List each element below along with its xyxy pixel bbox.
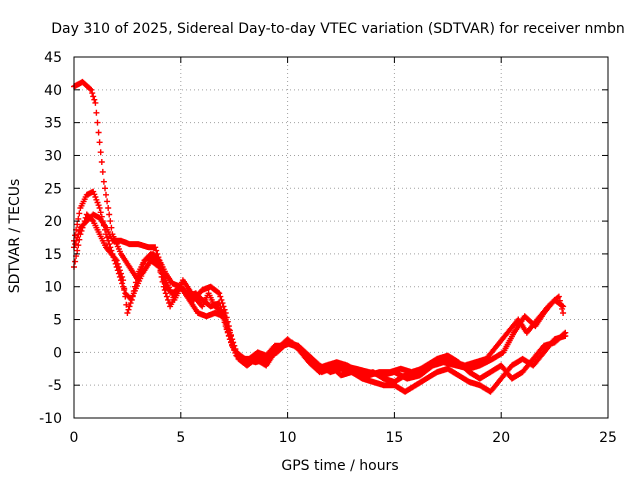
x-tick-label: 15 <box>385 430 403 446</box>
y-tick-label: 10 <box>44 280 62 296</box>
axis-ticks: 0 5 10 15 20 25 -10 -5 0 5 10 15 20 25 30 35 40 45 <box>39 50 617 446</box>
y-tick-label: 15 <box>44 247 62 263</box>
y-tick-label: 45 <box>44 50 62 66</box>
y-tick-label: 5 <box>53 313 62 329</box>
y-tick-label: 30 <box>44 148 62 164</box>
x-axis-label: GPS time / hours <box>281 458 398 474</box>
y-tick-label: 40 <box>44 83 62 99</box>
y-tick-label: -10 <box>39 411 62 427</box>
y-tick-label: 35 <box>44 116 62 132</box>
y-tick-label: 0 <box>53 345 62 361</box>
x-tick-label: 20 <box>492 430 510 446</box>
x-tick-label: 10 <box>279 430 297 446</box>
y-axis-label: SDTVAR / TECUs <box>7 179 23 294</box>
plot-border <box>73 56 609 419</box>
chart-title: Day 310 of 2025, Sidereal Day-to-day VTE… <box>51 21 625 37</box>
y-tick-label: -5 <box>48 378 62 394</box>
y-tick-label: 25 <box>44 181 62 197</box>
x-tick-label: 25 <box>599 430 617 446</box>
y-tick-label: 20 <box>44 214 62 230</box>
x-tick-label: 5 <box>176 430 185 446</box>
x-tick-label: 0 <box>70 430 79 446</box>
